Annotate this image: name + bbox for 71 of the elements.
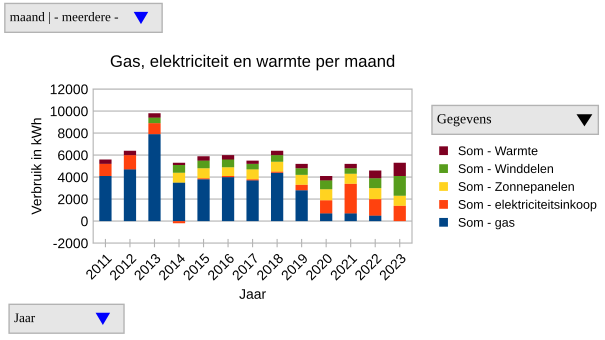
text: maand | - meerdere - — [10, 12, 118, 24]
bar — [222, 167, 234, 176]
bar — [197, 156, 210, 161]
bar — [197, 179, 210, 222]
y-tick-label: 12000 — [50, 84, 88, 94]
bar — [222, 155, 234, 160]
legend-title: Gegevens — [437, 114, 492, 126]
bar — [148, 134, 161, 222]
bar — [222, 159, 234, 168]
bar — [344, 184, 357, 214]
bar — [394, 196, 406, 206]
legend-label: Som - gas — [458, 218, 514, 230]
bar — [270, 150, 284, 156]
y-tick-label: 10000 — [50, 106, 88, 116]
bar — [270, 172, 284, 222]
bar — [197, 160, 210, 168]
y-tick-label: 8000 — [58, 128, 88, 138]
bar — [394, 162, 406, 176]
bar — [344, 164, 357, 168]
bar — [246, 160, 259, 164]
bar — [148, 123, 161, 134]
bar — [124, 169, 136, 222]
y-axis-title: Verbruik in kWh — [31, 118, 42, 215]
bar — [369, 170, 382, 178]
bar — [222, 177, 234, 222]
bar — [344, 213, 357, 222]
y-tick-label: 4000 — [58, 172, 88, 182]
y-tick-label: 2000 — [58, 194, 88, 204]
y-tick-label: 0 — [81, 216, 88, 226]
bar — [369, 199, 382, 216]
bar — [246, 169, 259, 180]
bar — [320, 189, 332, 200]
bar — [369, 216, 382, 222]
bar — [344, 174, 357, 184]
bar — [197, 168, 210, 178]
y-tick-label: 6000 — [58, 150, 88, 160]
bar — [148, 118, 161, 124]
bar — [270, 162, 284, 172]
bar — [124, 155, 136, 170]
bar — [172, 182, 186, 222]
bar — [99, 159, 112, 164]
legend-label: Som - Warmte — [458, 146, 538, 156]
text: Jaar — [14, 313, 36, 322]
bar — [172, 172, 186, 183]
bar — [344, 168, 357, 174]
bar — [320, 176, 332, 180]
bar — [124, 150, 136, 156]
bar — [320, 213, 332, 222]
y-tick-label: -2000 — [53, 238, 88, 248]
bar — [246, 164, 259, 170]
bar — [394, 176, 406, 196]
x-axis-title: Jaar — [239, 289, 266, 299]
bar — [296, 184, 308, 190]
bar — [296, 168, 308, 175]
bar — [296, 164, 308, 168]
bar — [99, 176, 112, 222]
bar — [320, 200, 332, 214]
bar — [172, 164, 186, 173]
bar — [296, 174, 308, 185]
bar — [369, 188, 382, 200]
chart-title: Gas, elektriciteit en warmte per maand — [110, 54, 394, 70]
bar — [394, 206, 406, 222]
bar — [99, 164, 112, 176]
legend-label: Som - Winddelen — [458, 164, 554, 174]
bar — [296, 190, 308, 222]
legend-label: Som - Zonnepanelen — [458, 182, 574, 194]
bar — [369, 178, 382, 188]
bar — [320, 180, 332, 190]
bar — [270, 155, 284, 162]
bar — [246, 180, 259, 222]
legend-label: Som - elektriciteitsinkoop — [458, 200, 596, 212]
